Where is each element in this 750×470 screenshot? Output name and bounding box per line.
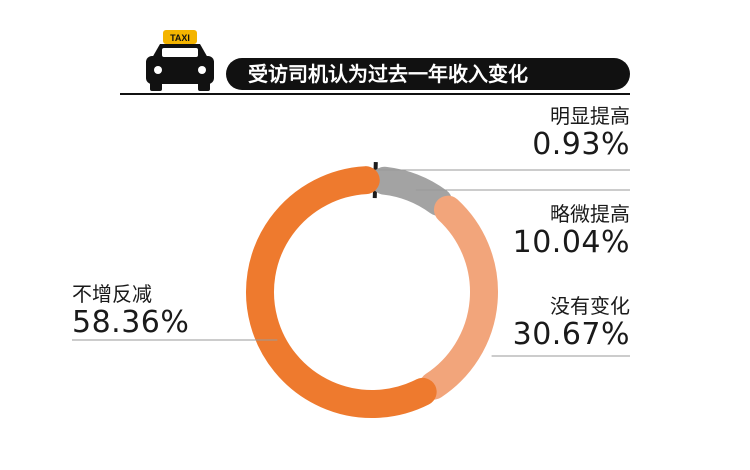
label-category-4: 不增反减 bbox=[72, 282, 152, 306]
slice-3 bbox=[419, 195, 498, 400]
chart-title: 受访司机认为过去一年收入变化 bbox=[248, 62, 528, 86]
taxi-icon: TAXI bbox=[146, 30, 214, 91]
title-pill bbox=[226, 58, 630, 90]
title-divider bbox=[120, 93, 630, 95]
label-value-4: 58.36% bbox=[72, 305, 190, 340]
slice-2 bbox=[370, 166, 453, 216]
taxi-badge-text: TAXI bbox=[170, 33, 190, 43]
label-value-3: 30.67% bbox=[512, 317, 630, 352]
label-category-1: 明显提高 bbox=[550, 104, 630, 128]
label-category-2: 略微提高 bbox=[550, 202, 630, 226]
label-value-1: 0.93% bbox=[532, 127, 630, 162]
label-value-2: 10.04% bbox=[512, 225, 630, 260]
label-category-3: 没有变化 bbox=[550, 294, 630, 318]
slice-4 bbox=[246, 166, 437, 418]
